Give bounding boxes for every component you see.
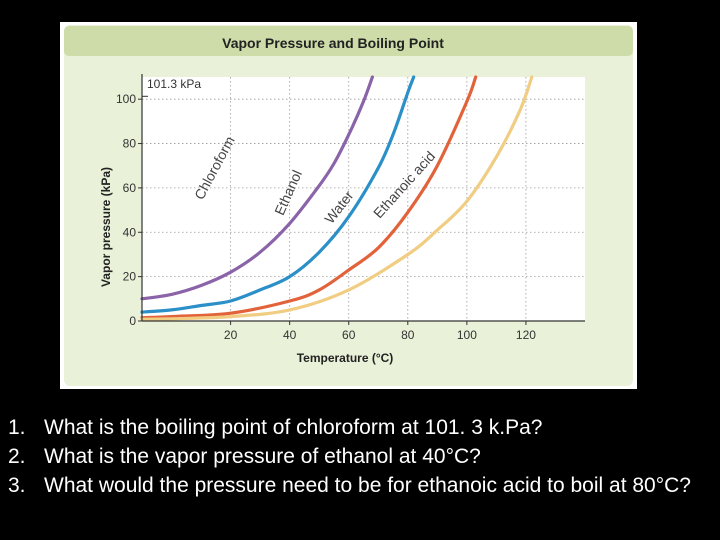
x-tick-label: 40	[283, 328, 297, 342]
y-tick-label: 40	[123, 225, 137, 239]
y-tick-label: 20	[123, 270, 137, 284]
x-tick-label: 80	[401, 328, 415, 342]
question-item: 2. What is the vapor pressure of ethanol…	[8, 442, 714, 471]
question-number: 3.	[8, 474, 26, 497]
series-curve-chloroform	[140, 75, 374, 301]
x-tick-label: 120	[516, 328, 536, 342]
figure-panel: Vapor Pressure and Boiling Point 20 40 60 8…	[60, 22, 637, 389]
axis-layer: 20 40 60 80 100 120 0 20 40 60 80 100 101.3 kPa	[116, 74, 585, 342]
series-curve-water	[140, 75, 478, 320]
question-number: 2.	[8, 445, 26, 468]
x-tick-label: 60	[342, 328, 356, 342]
question-item: 1. What is the boiling point of chlorofo…	[8, 413, 714, 442]
y-tick-label: 100	[116, 92, 136, 106]
y-tick-label: 80	[123, 137, 137, 151]
reference-line-label: 101.3 kPa	[147, 77, 201, 91]
question-number: 1.	[8, 416, 26, 439]
chart-header-band	[64, 26, 633, 56]
x-axis-title: Temperature (°C)	[297, 351, 394, 365]
question-item: 3. What would the pressure need to be fo…	[8, 471, 714, 500]
y-axis-title: Vapor pressure (kPa)	[99, 167, 113, 287]
question-text: What is the vapor pressure of ethanol at…	[44, 445, 481, 468]
chart-title: Vapor Pressure and Boiling Point	[222, 35, 444, 51]
x-tick-label: 20	[224, 328, 238, 342]
curve-layer	[140, 75, 534, 321]
y-tick-label: 0	[129, 314, 136, 328]
series-curve-ethanol	[140, 75, 416, 314]
x-tick-label: 100	[457, 328, 477, 342]
question-list: 1. What is the boiling point of chlorofo…	[8, 413, 714, 500]
vapor-pressure-chart: Vapor Pressure and Boiling Point 20 40 60 8…	[64, 26, 633, 365]
y-tick-label: 60	[123, 181, 137, 195]
question-text: What is the boiling point of chloroform …	[44, 416, 543, 439]
question-text: What would the pressure need to be for e…	[44, 474, 691, 497]
series-curve-ethanoic-acid	[140, 75, 534, 321]
